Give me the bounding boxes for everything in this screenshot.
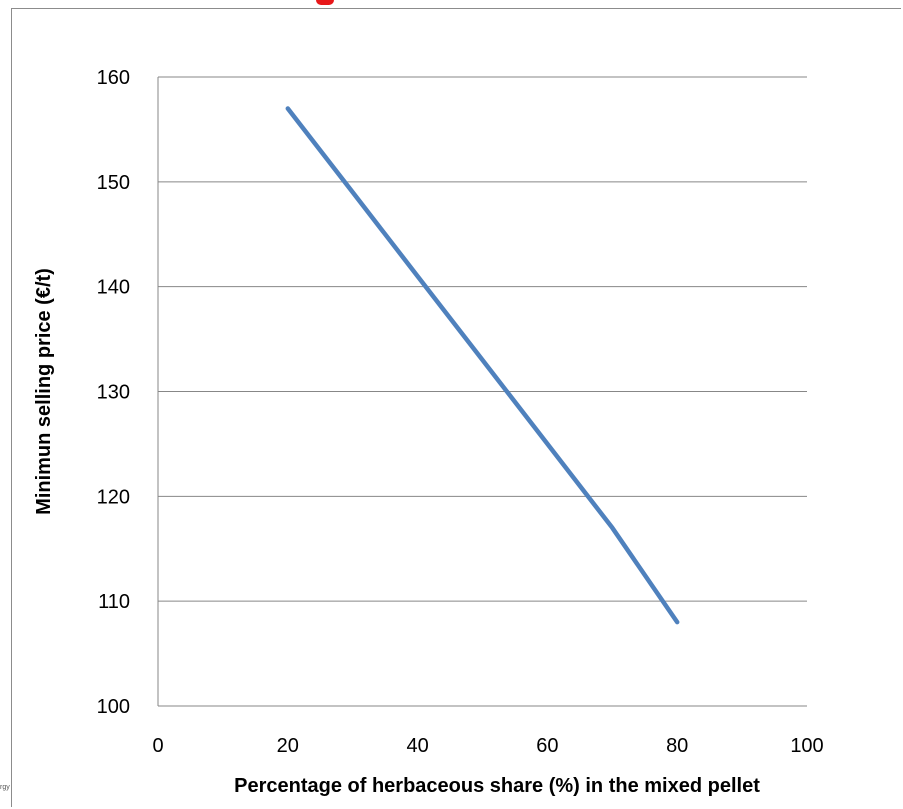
y-axis-label: Minimun selling price (€/t): [33, 268, 55, 515]
y-tick-label: 130: [97, 382, 130, 404]
cropped-corner-text: rgy: [0, 784, 10, 791]
x-tick-label: 0: [152, 735, 163, 757]
x-tick-label: 80: [666, 735, 688, 757]
chart-frame: [11, 8, 901, 807]
y-tick-label: 100: [97, 696, 130, 718]
y-tick-label: 110: [98, 591, 130, 613]
x-tick-labels: 0 20 40 60 80 100: [152, 735, 823, 757]
y-tick-labels: 100 110 120 130 140 150 160: [97, 67, 130, 718]
y-tick-label: 160: [97, 67, 130, 89]
y-tick-label: 140: [97, 277, 130, 299]
y-tick-label: 120: [97, 486, 130, 508]
x-tick-label: 100: [790, 735, 823, 757]
x-axis-label: Percentage of herbaceous share (%) in th…: [234, 775, 760, 797]
y-tick-label: 150: [97, 172, 130, 194]
x-tick-label: 20: [277, 735, 299, 757]
x-tick-label: 60: [536, 735, 558, 757]
gridlines: [158, 76, 807, 602]
series-group: [285, 106, 680, 625]
cropped-title-fragment: [316, 0, 334, 5]
series-line: [285, 106, 680, 625]
x-tick-label: 40: [406, 735, 428, 757]
